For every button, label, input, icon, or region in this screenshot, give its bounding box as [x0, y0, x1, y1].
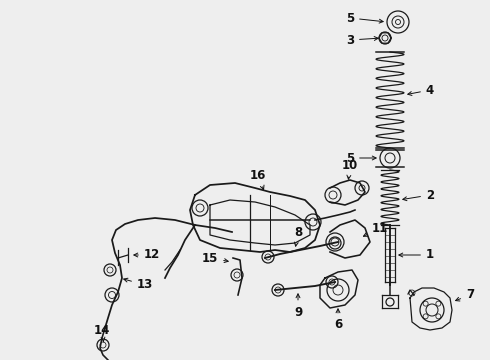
- Text: 11: 11: [364, 221, 388, 236]
- Text: 13: 13: [123, 278, 153, 292]
- Text: 10: 10: [342, 158, 358, 179]
- Text: 14: 14: [94, 324, 110, 342]
- Text: 4: 4: [408, 84, 434, 96]
- Text: 5: 5: [346, 12, 383, 24]
- Text: 6: 6: [334, 309, 342, 332]
- Text: 7: 7: [456, 288, 474, 302]
- Text: 12: 12: [134, 248, 160, 261]
- Text: 3: 3: [346, 33, 378, 46]
- Text: 8: 8: [294, 225, 302, 246]
- Text: 5: 5: [346, 152, 376, 165]
- Text: 2: 2: [403, 189, 434, 202]
- Text: 15: 15: [202, 252, 228, 265]
- Text: 1: 1: [399, 248, 434, 261]
- Text: 16: 16: [250, 168, 266, 189]
- Text: 9: 9: [294, 294, 302, 319]
